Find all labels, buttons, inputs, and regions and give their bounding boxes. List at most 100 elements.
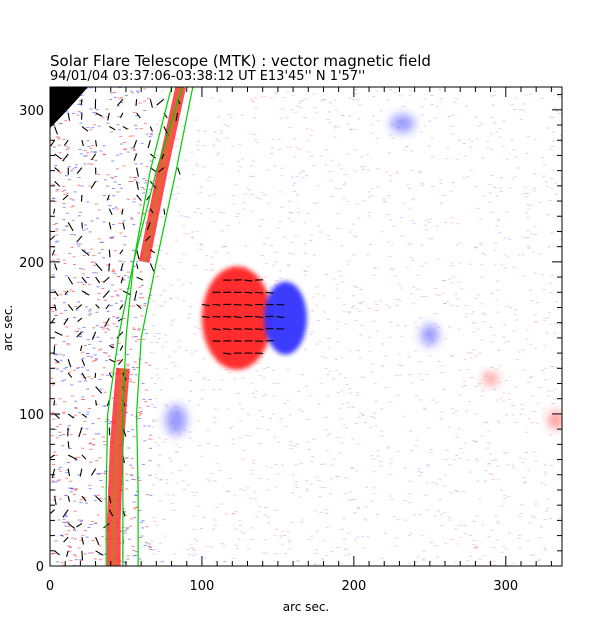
noise-mark	[270, 245, 274, 246]
noise-mark	[544, 181, 548, 183]
noise-mark	[99, 480, 103, 481]
noise-mark	[415, 395, 419, 397]
noise-mark	[496, 520, 500, 522]
noise-mark	[441, 195, 445, 196]
noise-mark	[495, 299, 499, 301]
noise-mark	[224, 245, 228, 247]
noise-mark	[296, 487, 299, 489]
noise-mark	[104, 352, 108, 354]
noise-mark	[294, 464, 298, 466]
noise-mark	[560, 176, 562, 178]
noise-mark	[279, 536, 283, 538]
noise-mark	[71, 205, 75, 207]
noise-mark	[98, 497, 102, 499]
noise-mark	[454, 490, 458, 492]
noise-mark	[71, 219, 75, 221]
noise-mark	[84, 224, 87, 226]
noise-mark	[319, 463, 323, 465]
noise-mark	[530, 515, 534, 517]
noise-mark	[441, 292, 445, 294]
noise-mark	[196, 371, 200, 373]
noise-mark	[318, 341, 322, 342]
noise-mark	[283, 236, 286, 238]
noise-mark	[126, 271, 130, 273]
noise-mark	[463, 155, 467, 157]
noise-mark	[208, 176, 212, 178]
noise-mark	[95, 311, 99, 313]
noise-mark	[365, 486, 369, 488]
noise-mark	[507, 496, 511, 498]
noise-mark	[512, 149, 516, 151]
noise-mark	[159, 561, 163, 562]
noise-mark	[62, 434, 66, 435]
noise-mark	[428, 218, 432, 220]
noise-mark	[427, 238, 431, 240]
noise-mark	[461, 452, 465, 454]
noise-mark	[533, 347, 537, 349]
noise-mark	[102, 221, 106, 223]
axis-ticks	[49, 87, 562, 567]
noise-mark	[93, 124, 97, 126]
field-arrow	[81, 372, 87, 380]
noise-mark	[367, 308, 371, 309]
noise-mark	[406, 184, 410, 186]
noise-mark	[415, 327, 419, 329]
noise-mark	[350, 499, 354, 501]
noise-mark	[249, 176, 252, 177]
field-arrow	[75, 304, 83, 310]
noise-mark	[354, 89, 358, 90]
noise-mark	[95, 272, 99, 274]
noise-mark	[152, 517, 156, 519]
noise-mark	[474, 246, 478, 248]
noise-mark	[387, 152, 391, 154]
noise-mark	[540, 274, 544, 276]
noise-mark	[525, 338, 529, 340]
field-arrow	[67, 441, 70, 449]
noise-mark	[287, 539, 291, 541]
noise-mark	[396, 298, 400, 300]
y-tick-label: 0	[36, 560, 44, 575]
noise-mark	[371, 458, 375, 460]
noise-mark	[160, 216, 164, 218]
noise-mark	[80, 94, 84, 96]
noise-mark	[95, 325, 99, 327]
noise-mark	[289, 447, 293, 449]
noise-mark	[279, 418, 283, 420]
noise-mark	[535, 321, 539, 323]
noise-mark	[352, 285, 356, 287]
noise-mark	[152, 421, 155, 422]
noise-mark	[496, 522, 500, 524]
noise-mark	[138, 328, 141, 330]
noise-mark	[152, 549, 156, 551]
noise-mark	[84, 293, 88, 295]
noise-mark	[120, 300, 124, 302]
noise-mark	[474, 413, 478, 415]
noise-mark	[330, 196, 334, 197]
noise-mark	[78, 381, 82, 383]
noise-mark	[420, 535, 424, 537]
noise-mark	[458, 369, 462, 371]
noise-mark	[132, 336, 136, 338]
noise-mark	[398, 300, 402, 302]
noise-mark	[404, 325, 407, 327]
noise-mark	[87, 310, 91, 312]
noise-mark	[64, 319, 68, 321]
field-arrow	[212, 303, 221, 306]
noise-mark	[356, 350, 360, 351]
noise-mark	[410, 199, 414, 201]
noise-mark	[132, 436, 136, 438]
noise-mark	[151, 325, 155, 326]
noise-mark	[549, 116, 553, 118]
noise-mark	[468, 263, 472, 265]
noise-mark	[448, 326, 451, 328]
field-arrow	[212, 328, 221, 331]
noise-mark	[62, 518, 66, 520]
noise-mark	[88, 443, 92, 445]
field-arrow	[149, 208, 154, 214]
noise-mark	[86, 201, 90, 203]
noise-mark	[158, 454, 162, 456]
field-arrow	[133, 153, 138, 161]
noise-mark	[453, 561, 457, 563]
noise-mark	[143, 122, 147, 124]
noise-mark	[485, 447, 489, 449]
